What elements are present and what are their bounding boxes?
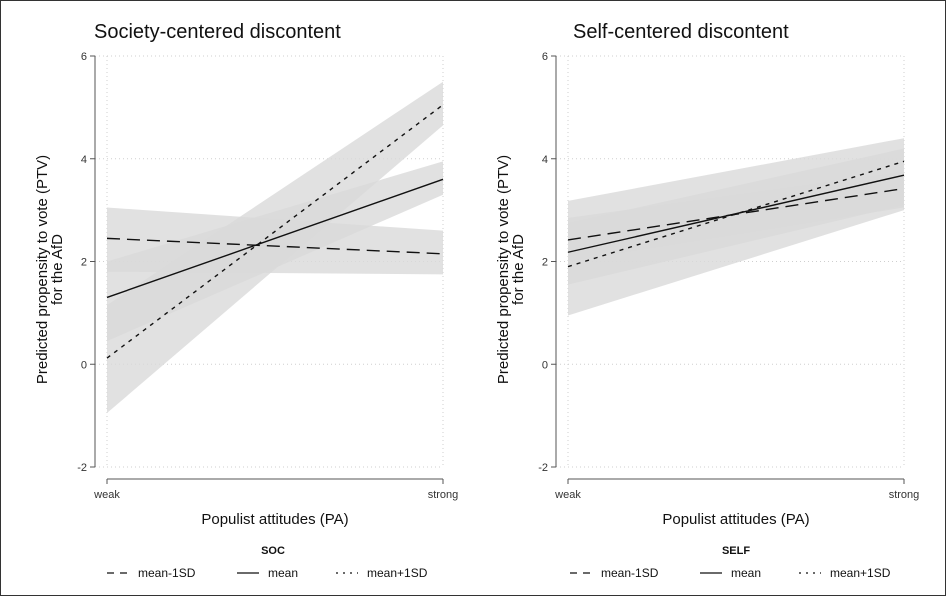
chart-title: Society-centered discontent — [94, 21, 341, 43]
y-tick-label: 0 — [81, 359, 87, 371]
x-tick-label: strong — [889, 489, 920, 501]
x-axis-label: Populist attitudes (PA) — [201, 511, 348, 528]
y-tick-label: 4 — [542, 154, 548, 166]
ci-band — [107, 81, 443, 414]
ci-band — [568, 138, 904, 316]
y-tick-label: 6 — [542, 51, 548, 63]
legend-label: mean — [268, 566, 298, 580]
y-axis-label: Predicted propensity to vote (PTV)for th… — [34, 155, 66, 384]
y-tick-label: -2 — [77, 462, 87, 474]
x-axis-label: Populist attitudes (PA) — [662, 511, 809, 528]
series-line-mean-1SD — [106, 237, 444, 255]
y-tick-label: 0 — [542, 359, 548, 371]
x-tick-label: weak — [93, 489, 120, 501]
legend: SELF mean-1SD mean mean+1SD — [570, 545, 891, 580]
y-tick-label: -2 — [538, 462, 548, 474]
chart-panel-2: -2 0 2 4 6 weak strong Self-centered discontent… — [495, 21, 919, 580]
y-tick-label: 2 — [81, 257, 87, 269]
legend-label: mean-1SD — [601, 566, 659, 580]
chart-panel-1: -2 0 2 4 6 weak strong Society-centered discont… — [34, 21, 458, 580]
y-axis-label-line: Predicted propensity to vote (PTV) — [34, 155, 51, 384]
legend-label: mean+1SD — [367, 566, 428, 580]
legend-label: mean+1SD — [830, 566, 891, 580]
series-line-mean — [567, 174, 905, 253]
series-line-mean+1SD — [106, 104, 444, 359]
x-tick-label: weak — [554, 489, 581, 501]
y-tick-label: 6 — [81, 51, 87, 63]
y-tick-label: 2 — [542, 257, 548, 269]
legend: SOC mean-1SD mean mean+1SD — [107, 545, 428, 580]
series-line-mean — [106, 178, 444, 299]
legend-label: mean — [731, 566, 761, 580]
legend-label: mean-1SD — [138, 566, 196, 580]
y-tick-label: 4 — [81, 154, 87, 166]
y-axis-label: Predicted propensity to vote (PTV)for th… — [495, 155, 527, 384]
y-axis-label-line: for the AfD — [49, 234, 66, 305]
y-axis-label-line: Predicted propensity to vote (PTV) — [495, 155, 512, 384]
chart-title: Self-centered discontent — [573, 21, 789, 43]
legend-title: SOC — [261, 545, 285, 557]
x-tick-label: strong — [428, 489, 459, 501]
legend-title: SELF — [722, 545, 750, 557]
y-axis-label-line: for the AfD — [510, 234, 527, 305]
